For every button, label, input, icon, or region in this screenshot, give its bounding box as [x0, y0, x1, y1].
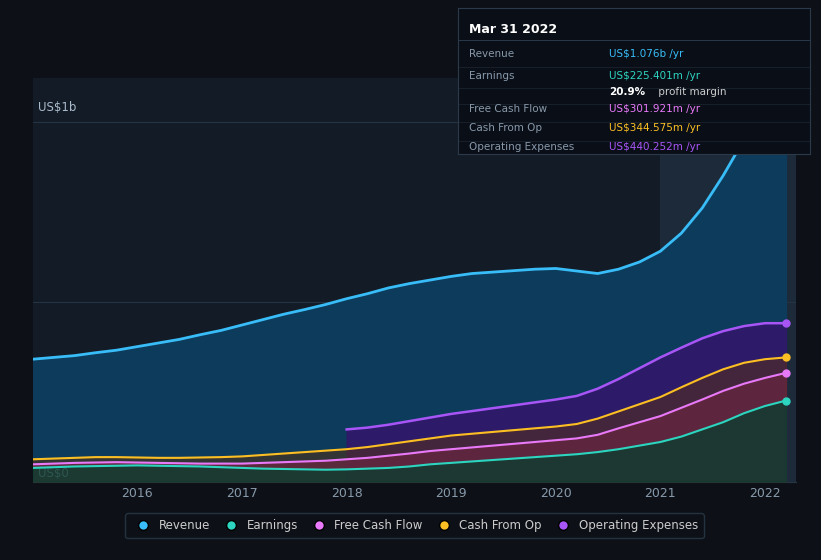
- Text: US$225.401m /yr: US$225.401m /yr: [609, 71, 700, 81]
- Text: US$1b: US$1b: [38, 101, 76, 114]
- Text: US$1.076b /yr: US$1.076b /yr: [609, 49, 684, 59]
- Text: US$440.252m /yr: US$440.252m /yr: [609, 142, 700, 152]
- Text: Operating Expenses: Operating Expenses: [469, 142, 574, 152]
- Text: 20.9%: 20.9%: [609, 87, 645, 97]
- Text: Earnings: Earnings: [469, 71, 514, 81]
- Text: US$301.921m /yr: US$301.921m /yr: [609, 105, 700, 114]
- Bar: [660, 78, 796, 482]
- Text: Revenue: Revenue: [469, 49, 514, 59]
- Text: profit margin: profit margin: [655, 87, 727, 97]
- Text: US$344.575m /yr: US$344.575m /yr: [609, 123, 700, 133]
- Legend: Revenue, Earnings, Free Cash Flow, Cash From Op, Operating Expenses: Revenue, Earnings, Free Cash Flow, Cash …: [126, 514, 704, 538]
- Text: US$0: US$0: [38, 467, 69, 480]
- Text: Mar 31 2022: Mar 31 2022: [469, 23, 557, 36]
- Text: Free Cash Flow: Free Cash Flow: [469, 105, 547, 114]
- Text: Cash From Op: Cash From Op: [469, 123, 542, 133]
